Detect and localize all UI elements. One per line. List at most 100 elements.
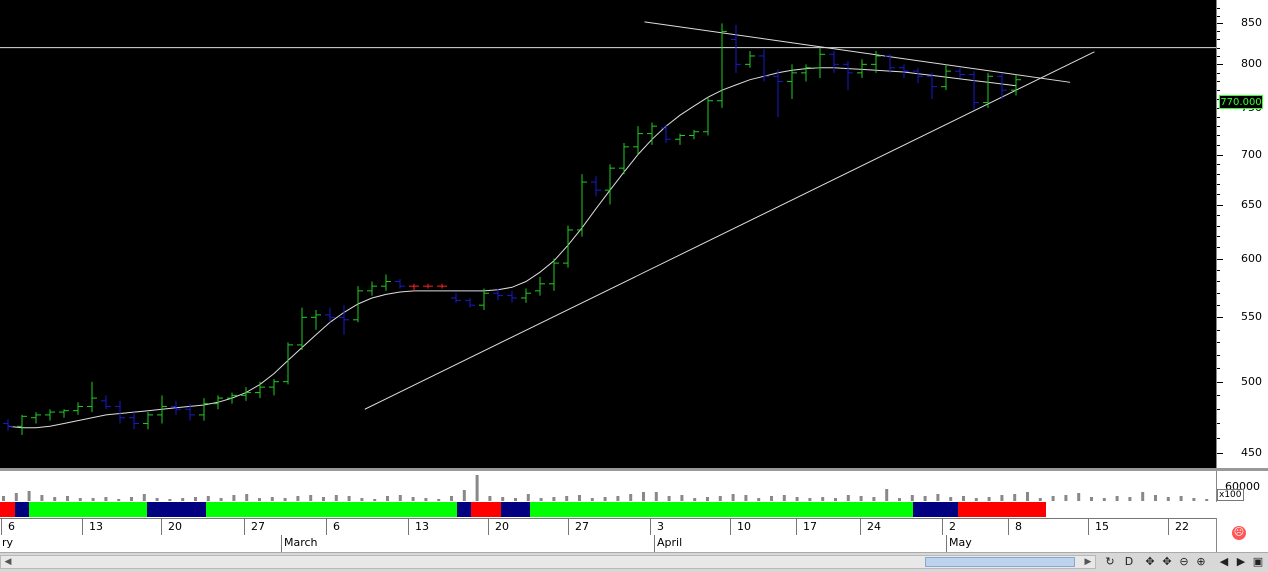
day-label: 15 <box>1095 520 1109 533</box>
day-label: 22 <box>1175 520 1189 533</box>
price-bar <box>983 72 993 108</box>
volume-bar <box>539 498 543 501</box>
day-separator <box>82 519 83 536</box>
volume-bar <box>501 497 505 501</box>
price-tick-label: 550 <box>1241 310 1262 324</box>
price-minor-tick <box>1217 395 1220 397</box>
move-icon[interactable]: ✥ <box>1162 555 1172 568</box>
volume-bar <box>859 496 863 501</box>
trend-band-segment <box>471 502 501 517</box>
volume-bar <box>590 498 594 501</box>
trend-band-segment <box>456 502 472 517</box>
volume-bar <box>910 495 914 501</box>
day-separator <box>1088 519 1089 536</box>
price-axis[interactable]: 850800750700650600550500450 <box>1216 0 1268 468</box>
month-label: March <box>284 536 318 549</box>
trend-band-segment <box>500 502 531 517</box>
price-bar <box>745 50 755 68</box>
pane-divider[interactable] <box>0 468 1268 471</box>
volume-bar <box>1102 498 1106 501</box>
scroll-forward-icon[interactable]: ▶ <box>1236 555 1246 568</box>
volume-bar <box>78 498 82 501</box>
volume-bar <box>962 496 965 501</box>
day-label: 6 <box>8 520 15 533</box>
price-tick-mark <box>1217 452 1223 454</box>
last-price-label: 770.000 <box>1219 95 1263 109</box>
price-bar <box>675 133 685 145</box>
day-separator <box>860 519 861 536</box>
price-bar <box>535 276 545 296</box>
period-d-button[interactable]: D <box>1124 555 1134 568</box>
refresh-icon[interactable]: ↻ <box>1105 555 1115 568</box>
price-minor-tick <box>1217 423 1220 425</box>
zoom-out-icon[interactable]: ⊖ <box>1179 555 1189 568</box>
price-bar <box>759 49 769 82</box>
volume-bar <box>782 495 786 501</box>
price-minor-tick <box>1217 90 1220 92</box>
volume-bar <box>693 498 697 501</box>
price-minor-tick <box>1217 126 1220 128</box>
volume-bar <box>1179 496 1183 501</box>
vertical-move-icon[interactable]: ✥ <box>1145 555 1155 568</box>
maximize-icon[interactable]: ▣ <box>1252 555 1264 568</box>
price-minor-tick <box>1217 342 1220 344</box>
price-minor-tick <box>1217 184 1220 186</box>
volume-bar <box>283 498 287 501</box>
day-separator <box>326 519 327 536</box>
volume-pane[interactable] <box>0 471 1216 503</box>
price-bar <box>311 310 321 330</box>
horizontal-scrollbar[interactable]: ◀ ▶ <box>0 555 1096 569</box>
price-bar <box>507 290 517 303</box>
moving-average-line <box>7 67 1017 429</box>
volume-bar <box>360 498 364 501</box>
price-bar <box>353 286 363 323</box>
volume-bar <box>974 498 978 501</box>
volume-bar <box>680 495 684 501</box>
price-bar <box>59 409 69 418</box>
price-bar <box>577 174 587 237</box>
trend-band-segment <box>913 502 958 517</box>
price-bar <box>213 395 223 410</box>
price-bar <box>171 400 181 415</box>
scroll-right-arrow-icon[interactable]: ▶ <box>1084 557 1092 567</box>
price-minor-tick <box>1217 269 1220 271</box>
volume-bar <box>232 495 236 501</box>
volume-bar <box>1090 497 1093 501</box>
price-bar <box>871 50 881 73</box>
scroll-back-icon[interactable]: ◀ <box>1219 555 1229 568</box>
price-bar <box>437 283 447 289</box>
price-bar <box>815 47 825 78</box>
price-bar <box>423 283 433 289</box>
day-separator <box>796 519 797 536</box>
price-bar <box>479 288 489 311</box>
price-bar <box>591 176 601 197</box>
volume-bar <box>923 496 927 501</box>
price-tick-mark <box>1217 154 1223 156</box>
price-chart-pane[interactable] <box>0 0 1216 468</box>
volume-bar <box>258 498 261 501</box>
volume-bar <box>654 492 658 501</box>
volume-bar <box>91 498 95 501</box>
volume-bar <box>245 494 249 501</box>
trend-color-band <box>0 502 1216 518</box>
price-minor-tick <box>1217 98 1220 100</box>
price-bar <box>87 381 97 413</box>
scrollbar-thumb[interactable] <box>925 557 1075 567</box>
volume-bar <box>808 498 812 501</box>
volume-bar <box>1154 495 1157 501</box>
scroll-left-arrow-icon[interactable]: ◀ <box>4 557 12 567</box>
volume-bar <box>821 497 825 501</box>
volume-bar <box>373 499 377 501</box>
price-bar <box>451 293 461 303</box>
price-minor-tick <box>1217 72 1220 74</box>
volume-bar <box>1141 492 1145 501</box>
volume-bar <box>987 497 991 501</box>
sad-face-icon[interactable]: ☹ <box>1232 526 1246 540</box>
price-bar <box>703 97 713 136</box>
day-separator <box>244 519 245 536</box>
price-bar <box>325 307 335 323</box>
price-minor-tick <box>1217 135 1220 137</box>
zoom-in-icon[interactable]: ⊕ <box>1196 555 1206 568</box>
day-separator <box>161 519 162 536</box>
volume-bar <box>450 496 453 501</box>
